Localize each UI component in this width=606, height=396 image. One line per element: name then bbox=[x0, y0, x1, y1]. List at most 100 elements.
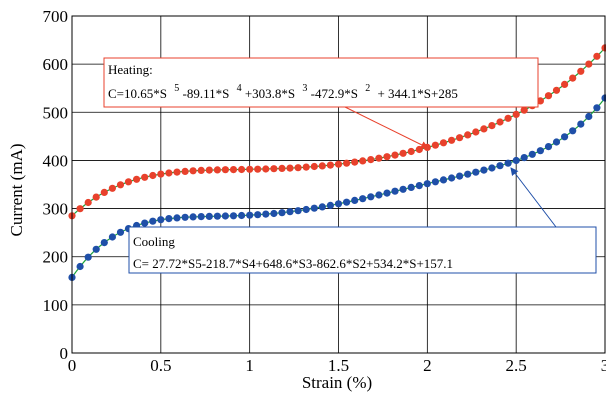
heating-data-point bbox=[472, 128, 480, 136]
heating-data-point bbox=[262, 165, 270, 173]
heating-data-point bbox=[343, 159, 351, 167]
cooling-data-point bbox=[294, 207, 302, 215]
heating-data-point bbox=[512, 110, 520, 118]
cooling-data-point bbox=[375, 191, 383, 199]
cooling-data-point bbox=[528, 150, 536, 158]
heating-data-point bbox=[254, 165, 262, 173]
cooling-data-point bbox=[343, 198, 351, 206]
heating-eq-part-5: + 344.1*S+285 bbox=[377, 86, 457, 101]
cooling-label-title: Cooling bbox=[133, 234, 175, 249]
cooling-data-point bbox=[399, 185, 407, 193]
heating-data-point bbox=[496, 118, 504, 126]
cooling-data-point bbox=[76, 262, 84, 271]
cooling-data-point bbox=[520, 154, 528, 162]
cooling-data-point bbox=[585, 112, 593, 121]
cooling-data-point bbox=[536, 147, 545, 155]
heating-data-point bbox=[367, 156, 375, 164]
cooling-data-point bbox=[213, 212, 221, 220]
heating-data-point bbox=[375, 154, 383, 162]
heating-data-point bbox=[270, 165, 278, 173]
y-tick-label: 600 bbox=[43, 55, 69, 74]
x-tick-label: 1 bbox=[245, 356, 254, 375]
cooling-data-point bbox=[456, 172, 464, 180]
heating-data-point bbox=[439, 139, 448, 147]
heating-data-point bbox=[181, 167, 189, 175]
plot-frame bbox=[71, 15, 606, 354]
cooling-data-point bbox=[181, 213, 189, 221]
heating-data-point bbox=[92, 193, 100, 201]
heating-data-point bbox=[552, 86, 561, 94]
x-tick-label: 3 bbox=[601, 356, 606, 375]
x-tick-label: 0.5 bbox=[150, 356, 171, 375]
cooling-data-point bbox=[310, 204, 318, 212]
cooling-arrow bbox=[510, 167, 557, 228]
heating-data-point bbox=[326, 161, 334, 169]
cooling-data-point bbox=[512, 156, 520, 165]
cooling-data-point bbox=[278, 209, 286, 217]
cooling-equation: C= 27.72*S5-218.7*S4+648.6*S3-862.6*S2+5… bbox=[133, 256, 453, 271]
x-tick-label: 2.5 bbox=[506, 356, 527, 375]
cooling-data-point bbox=[165, 215, 173, 223]
heating-data-point bbox=[448, 136, 456, 144]
y-tick-label: 0 bbox=[60, 344, 69, 363]
heating-data-point bbox=[415, 145, 423, 154]
x-tick-label: 1.5 bbox=[328, 356, 349, 375]
heating-annotation-box bbox=[103, 57, 539, 108]
cooling-data-point bbox=[229, 212, 238, 220]
y-tick-label: 500 bbox=[43, 103, 69, 122]
cooling-data-point bbox=[205, 212, 213, 220]
data-points bbox=[68, 44, 606, 281]
heating-data-point bbox=[569, 74, 577, 82]
heating-data-point bbox=[585, 60, 593, 68]
x-tick-label: 2 bbox=[423, 356, 432, 375]
heating-data-point bbox=[76, 205, 84, 213]
cooling-data-point bbox=[464, 170, 472, 178]
cooling-data-point bbox=[472, 168, 480, 176]
heating-data-point bbox=[165, 169, 173, 177]
heating-data-point bbox=[391, 151, 399, 159]
heating-data-point bbox=[464, 131, 472, 139]
heating-data-point bbox=[561, 80, 569, 88]
heating-data-point bbox=[407, 147, 415, 156]
heating-data-point bbox=[108, 184, 116, 192]
cooling-data-point bbox=[569, 127, 577, 135]
heating-data-point bbox=[141, 173, 149, 181]
cooling-data-point bbox=[407, 183, 415, 191]
y-tick-label: 300 bbox=[43, 200, 69, 219]
cooling-data-point bbox=[415, 182, 423, 190]
heating-data-point bbox=[238, 165, 246, 174]
cooling-data-point bbox=[189, 213, 197, 221]
heating-eq-exp-5: 5 bbox=[174, 83, 179, 94]
cooling-data-point bbox=[197, 213, 205, 221]
heating-data-point bbox=[100, 188, 108, 196]
cooling-data-point bbox=[326, 201, 334, 209]
cooling-data-point bbox=[173, 214, 181, 222]
cooling-data-point bbox=[383, 189, 391, 197]
cooling-data-point bbox=[116, 228, 125, 236]
heating-data-point bbox=[173, 168, 181, 176]
heating-data-point bbox=[536, 97, 545, 105]
heating-eq-part-3: +303.8*S bbox=[245, 86, 295, 101]
heating-data-point bbox=[399, 149, 407, 157]
cooling-data-point bbox=[544, 143, 553, 151]
heating-eq-exp-2: 2 bbox=[365, 83, 370, 94]
heating-data-point bbox=[116, 181, 125, 189]
heating-data-point bbox=[488, 122, 496, 130]
heating-eq-part-4: -472.9*S bbox=[311, 86, 358, 101]
heating-arrow bbox=[344, 106, 429, 149]
heating-annotation: Heating: C=10.65*S 5 -89.11*S 4 +303.8*S… bbox=[103, 57, 539, 108]
heating-eq-exp-3: 3 bbox=[302, 83, 307, 94]
cooling-data-point bbox=[423, 180, 431, 188]
heating-data-point bbox=[213, 166, 221, 174]
heating-data-point bbox=[229, 166, 238, 174]
cooling-data-point bbox=[141, 219, 149, 227]
cooling-data-point bbox=[270, 209, 278, 218]
y-tick-label: 400 bbox=[43, 151, 69, 170]
cooling-annotation: Cooling C= 27.72*S5-218.7*S4+648.6*S3-86… bbox=[128, 226, 597, 274]
heating-eq-part-2: -89.11*S bbox=[182, 86, 229, 101]
cooling-data-point bbox=[488, 164, 496, 172]
cooling-data-point bbox=[552, 138, 561, 146]
heating-data-point bbox=[133, 175, 141, 183]
cooling-data-point bbox=[391, 187, 399, 195]
cooling-data-point bbox=[149, 217, 157, 225]
